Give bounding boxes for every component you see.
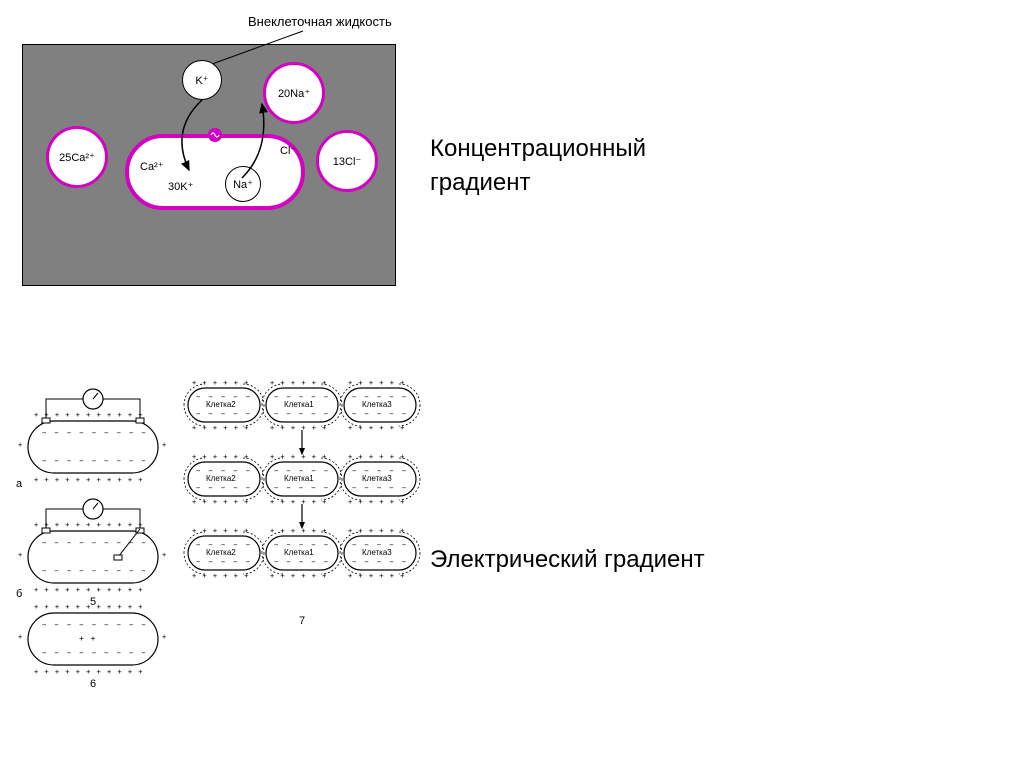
charge-row: + + + + + + + + + + + (34, 603, 164, 611)
fig1-label-na-in: Na⁺ (233, 178, 253, 191)
fig2-grid-cell-label: Клетка1 (284, 401, 314, 409)
charge-row-inner: − − − − − (352, 410, 412, 418)
charge-row: + + + + + + + + + + + (34, 411, 164, 419)
charge-row-inner: − − − − − (196, 410, 256, 418)
charge-row: + + + + + + + + + + + (34, 476, 164, 484)
fig2-sublabel: б (16, 589, 22, 600)
charge-row: + + + + + + (270, 498, 342, 506)
fig1-inside-k: 30K⁺ (168, 180, 193, 193)
charge-row: + + + + + + (192, 453, 264, 461)
charge-row: + + + + + + + + + + + (34, 521, 164, 529)
charge-row-inner: − − − − − − − − − (42, 567, 152, 575)
charge-row: + + + + + + (348, 572, 420, 580)
charge-row: + + + + + + + + + + + (34, 668, 164, 676)
charge-row-inner: − − − − − − − − − (42, 649, 152, 657)
fig1-inside-ca: Ca²⁺ (140, 160, 164, 173)
fig2-sublabel: а (16, 479, 22, 490)
charge-row: + + + + + + (192, 527, 264, 535)
electrical-gradient-heading: Электрический градиент (430, 546, 705, 574)
charge-row: + + + + + + (270, 424, 342, 432)
charge-row: + + + + + + (348, 424, 420, 432)
fig1-label-cl-out: 13Cl⁻ (333, 155, 361, 168)
charge-row: + + + + + + (270, 453, 342, 461)
charge-row: + + + + + + (270, 572, 342, 580)
charge-row-inner: − − − − − − − − − (42, 429, 152, 437)
charge-side: + (18, 551, 23, 559)
charge-row: + + + + + + (270, 527, 342, 535)
fig2-grid-number: 7 (299, 616, 305, 627)
charge-row: + + + + + + (192, 498, 264, 506)
charge-row: + + + + + + (348, 453, 420, 461)
charge-row: + + + + + + (192, 379, 264, 387)
charge-row: + + + + + + + + + + + (34, 586, 164, 594)
charge-row-inner: − − − − − − − − − (42, 621, 152, 629)
charge-row-inner: − − − − − − − − − (42, 457, 152, 465)
charge-row-inner: − − − − − (352, 484, 412, 492)
fig1-circle-na-in: Na⁺ (225, 166, 261, 202)
charge-row-inner: − − − − − (274, 484, 334, 492)
charge-row-inner: − − − − − (352, 558, 412, 566)
fig1-pump-icon (208, 128, 222, 142)
charge-row: + + + + + + (192, 424, 264, 432)
slide-stage: Внеклеточная жидкость 25Ca²⁺ 20Na⁺ 13Cl⁻… (0, 0, 1024, 767)
fig2-grid-cell-label: Клетка2 (206, 549, 236, 557)
charge-row-inner: − − − − − (196, 484, 256, 492)
charge-row: + + + + + + (348, 527, 420, 535)
extracellular-fluid-label: Внеклеточная жидкость (248, 14, 392, 29)
charge-side: + (162, 551, 167, 559)
concentration-gradient-heading: Концентрационныйградиент (430, 132, 646, 200)
fig2-number: 6 (90, 679, 96, 690)
fig1-circle-ca-out: 25Ca²⁺ (46, 126, 108, 188)
charge-row-inner: − − − − − (196, 558, 256, 566)
fig1-inside-cl: Cl⁻ (280, 144, 296, 157)
charge-row-inner: − − − − − (274, 558, 334, 566)
fig1-circle-k-out: K⁺ (182, 60, 222, 100)
fig2-grid-cell-label: Клетка3 (362, 475, 392, 483)
charge-side: + (162, 633, 167, 641)
charge-row: + + + + + + (270, 379, 342, 387)
fig1-label-ca-out: 25Ca²⁺ (59, 151, 95, 164)
charge-center: + + (79, 634, 96, 643)
charge-row: + + + + + + (192, 572, 264, 580)
charge-row-inner: − − − − − − − − − (42, 539, 152, 547)
charge-row: + + + + + + (348, 498, 420, 506)
charge-side: + (162, 441, 167, 449)
charge-side: + (18, 633, 23, 641)
charge-side: + (18, 441, 23, 449)
fig2-grid-cell-label: Клетка3 (362, 549, 392, 557)
fig2-grid-cell-label: Клетка1 (284, 475, 314, 483)
charge-row: + + + + + + (348, 379, 420, 387)
fig1-circle-cl-out: 13Cl⁻ (316, 130, 378, 192)
fig1-label-na-out: 20Na⁺ (278, 87, 310, 100)
fig2-grid-cell-label: Клетка2 (206, 401, 236, 409)
fig2-grid-cell-label: Клетка2 (206, 475, 236, 483)
charge-row-inner: − − − − − (274, 410, 334, 418)
fig1-label-k-out: K⁺ (195, 74, 208, 87)
fig2-grid-cell-label: Клетка1 (284, 549, 314, 557)
fig2-grid-cell-label: Клетка3 (362, 401, 392, 409)
concentration-gradient-text: Концентрационныйградиент (430, 135, 646, 196)
fig1-circle-na-out: 20Na⁺ (263, 62, 325, 124)
